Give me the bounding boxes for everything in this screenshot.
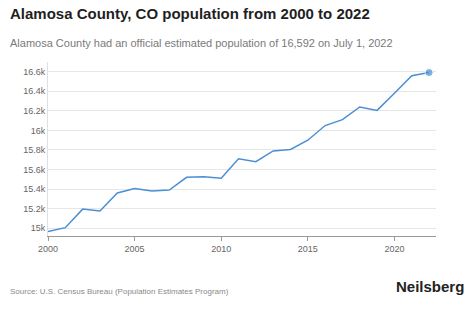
svg-text:2020: 2020 [384,244,404,254]
svg-text:Neilsberg: Neilsberg [396,278,464,295]
svg-text:16.2k: 16.2k [23,106,46,116]
svg-text:Alamosa County had an official: Alamosa County had an official estimated… [10,37,393,49]
svg-text:Source: U.S. Census Bureau (Po: Source: U.S. Census Bureau (Population E… [10,287,229,296]
svg-text:16.4k: 16.4k [23,86,46,96]
svg-text:16k: 16k [31,126,46,136]
svg-text:15k: 15k [31,223,46,233]
svg-text:15.4k: 15.4k [23,184,46,194]
svg-text:2015: 2015 [298,244,318,254]
svg-text:15.8k: 15.8k [23,145,46,155]
svg-text:15.2k: 15.2k [23,204,46,214]
svg-text:15.6k: 15.6k [23,165,46,175]
svg-text:Alamosa County, CO population: Alamosa County, CO population from 2000 … [10,5,370,22]
svg-text:2010: 2010 [211,244,231,254]
svg-text:16.6k: 16.6k [23,67,46,77]
svg-text:2005: 2005 [125,244,145,254]
svg-text:2000: 2000 [38,244,58,254]
